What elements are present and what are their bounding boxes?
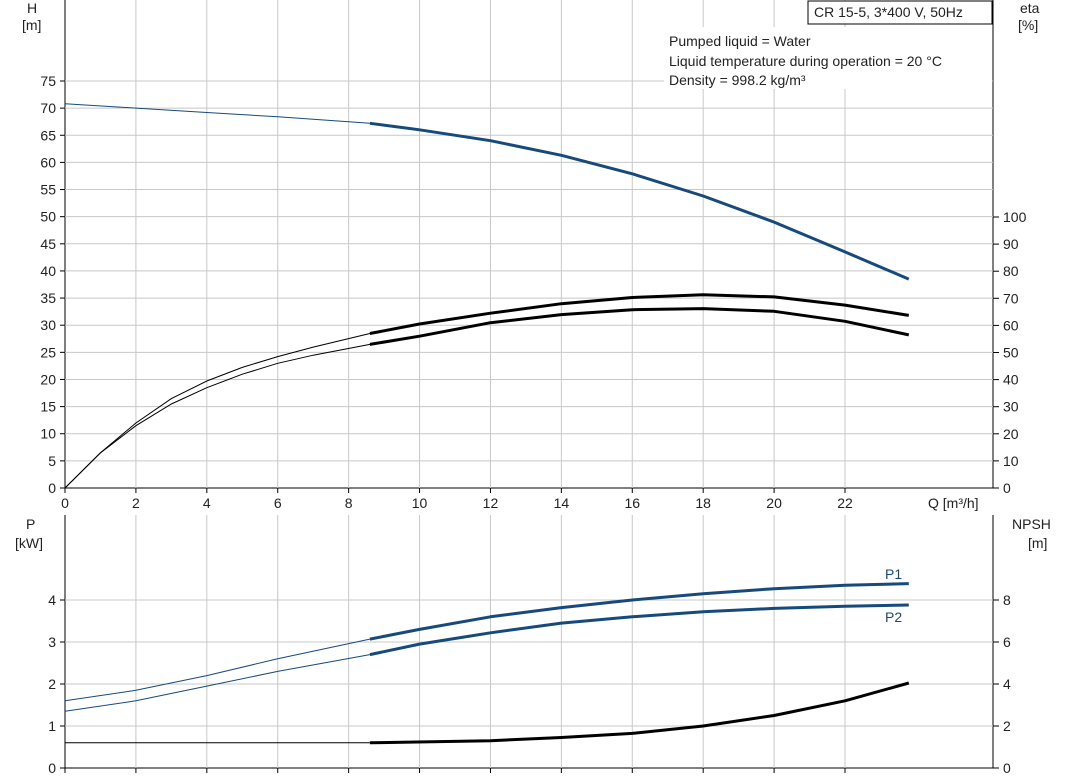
y-left-tick-label: 25 xyxy=(40,344,56,360)
x-tick-label: 14 xyxy=(554,495,570,511)
y-right-tick-label: 6 xyxy=(1003,634,1011,650)
chart-title: CR 15-5, 3*400 V, 50Hz xyxy=(814,4,963,20)
y-left-tick-label: 5 xyxy=(48,453,56,469)
x-tick-label: 8 xyxy=(345,495,353,511)
curve-series-2-operating xyxy=(369,681,910,745)
curve-series-1-operating xyxy=(369,307,910,346)
y-left-tick-label: 3 xyxy=(48,634,56,650)
x-axis-label: Q [m³/h] xyxy=(928,495,979,511)
y-left-tick-label: 1 xyxy=(48,718,56,734)
y-right-tick-label: 40 xyxy=(1003,372,1019,388)
y-right-tick-label: 8 xyxy=(1003,592,1011,608)
y-right-tick-label: 10 xyxy=(1003,453,1019,469)
bottom-right-axis-label-line1: NPSH xyxy=(1012,516,1051,532)
curve-series-2-operating xyxy=(369,293,910,335)
curve-p2-operating xyxy=(369,603,909,657)
top-left-axis-label-line2: [m] xyxy=(22,17,41,33)
y-left-tick-label: 10 xyxy=(40,426,56,442)
annotation-box xyxy=(664,27,992,89)
curve-p1-extended xyxy=(64,638,371,702)
y-right-tick-label: 50 xyxy=(1003,345,1019,361)
bottom-right-axis-label-line2: [m] xyxy=(1028,535,1047,551)
bottom-left-axis-label-line1: P xyxy=(26,516,35,532)
y-left-tick-label: 0 xyxy=(48,760,56,776)
y-right-tick-label: 90 xyxy=(1003,236,1019,252)
curve-p1-operating xyxy=(369,582,909,641)
y-left-tick-label: 35 xyxy=(40,290,56,306)
x-tick-label: 12 xyxy=(483,495,499,511)
y-right-tick-label: 30 xyxy=(1003,399,1019,415)
x-tick-label: 4 xyxy=(203,495,211,511)
y-right-tick-label: 80 xyxy=(1003,263,1019,279)
y-right-tick-label: 2 xyxy=(1003,718,1011,734)
x-tick-label: 6 xyxy=(274,495,282,511)
chart-title-box xyxy=(807,0,993,25)
annotation-liquid-temperature: Liquid temperature during operation = 20… xyxy=(669,53,942,69)
y-left-tick-label: 75 xyxy=(40,73,56,89)
y-left-tick-label: 4 xyxy=(48,592,56,608)
x-tick-label: 2 xyxy=(132,495,140,511)
y-left-tick-label: 55 xyxy=(40,182,56,198)
top-right-axis-label-line1: eta xyxy=(1020,0,1040,16)
annotation-pumped-liquid: Pumped liquid = Water xyxy=(669,33,811,49)
y-right-tick-label: 0 xyxy=(1003,480,1011,496)
y-left-tick-label: 15 xyxy=(40,399,56,415)
y-left-tick-label: 60 xyxy=(40,154,56,170)
x-tick-label: 16 xyxy=(624,495,640,511)
y-left-tick-label: 70 xyxy=(40,100,56,116)
curve-p2-extended xyxy=(64,654,370,712)
x-tick-label: 20 xyxy=(766,495,782,511)
y-right-tick-label: 70 xyxy=(1003,290,1019,306)
bottom-left-axis-label-line2: [kW] xyxy=(15,535,43,551)
annotation-density: Density = 998.2 kg/m³ xyxy=(669,72,806,88)
curve-series-0-extended xyxy=(64,103,370,124)
curve-series-1-extended xyxy=(64,343,370,489)
y-left-tick-label: 0 xyxy=(48,480,56,496)
top-right-axis-label-line2: [%] xyxy=(1018,17,1038,33)
series-label-p2: P2 xyxy=(885,609,902,625)
top-left-axis-label-line1: H xyxy=(27,0,37,16)
y-right-tick-label: 100 xyxy=(1003,209,1027,225)
curve-series-2-extended xyxy=(64,333,371,489)
series-label-p1: P1 xyxy=(885,566,902,582)
y-left-tick-label: 30 xyxy=(40,317,56,333)
y-left-tick-label: 50 xyxy=(40,209,56,225)
x-tick-label: 10 xyxy=(412,495,428,511)
y-right-tick-label: 0 xyxy=(1003,760,1011,776)
y-left-tick-label: 2 xyxy=(48,676,56,692)
x-tick-label: 22 xyxy=(837,495,853,511)
y-left-tick-label: 40 xyxy=(40,263,56,279)
y-right-tick-label: 60 xyxy=(1003,317,1019,333)
curve-series-0-operating xyxy=(369,121,910,281)
y-left-tick-label: 45 xyxy=(40,236,56,252)
y-left-tick-label: 65 xyxy=(40,127,56,143)
x-tick-label: 18 xyxy=(695,495,711,511)
y-right-tick-label: 20 xyxy=(1003,426,1019,442)
y-right-tick-label: 4 xyxy=(1003,676,1011,692)
x-tick-label: 0 xyxy=(61,495,69,511)
y-left-tick-label: 20 xyxy=(40,371,56,387)
